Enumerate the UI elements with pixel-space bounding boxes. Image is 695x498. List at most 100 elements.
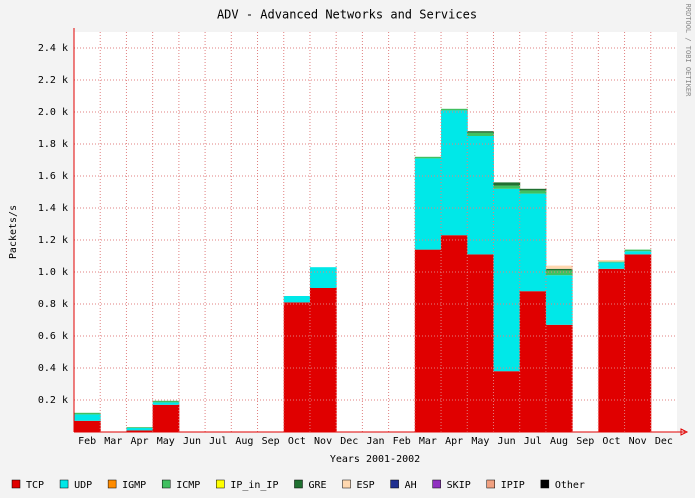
- legend-label: IPIP: [501, 480, 525, 491]
- area-segment: [545, 265, 573, 269]
- legend-swatch: [216, 479, 225, 489]
- area-segment: [467, 136, 494, 255]
- x-tick-label: Dec: [655, 436, 673, 447]
- legend-swatch: [161, 479, 171, 489]
- y-tick-label: 1.6 k: [38, 171, 68, 182]
- area-segment: [493, 371, 521, 432]
- legend-label: ESP: [357, 480, 375, 491]
- legend-label: TCP: [26, 480, 44, 491]
- area-segment: [467, 254, 494, 432]
- area-segment: [545, 270, 573, 276]
- legend-label: Other: [555, 480, 585, 491]
- x-tick-label: Apr: [445, 436, 463, 447]
- x-tick-label: Jun: [183, 436, 201, 447]
- x-tick-label: Aug: [550, 436, 568, 447]
- area-segment: [414, 156, 442, 159]
- area-segment: [519, 190, 547, 194]
- x-tick-label: Jul: [209, 436, 227, 447]
- area-segment: [624, 251, 652, 255]
- legend-swatch: [59, 479, 69, 489]
- x-tick-label: May: [471, 436, 489, 447]
- area-segment: [545, 324, 573, 432]
- x-tick-label: Nov: [629, 436, 647, 447]
- area-segment: [309, 267, 337, 288]
- area-segment: [152, 400, 180, 403]
- area-segment: [519, 188, 547, 191]
- y-tick-label: 0.4 k: [38, 363, 68, 374]
- y-tick-label: 1.8 k: [38, 139, 68, 150]
- area-segment: [74, 414, 101, 421]
- y-tick-label: 0.2 k: [38, 395, 68, 406]
- chart-title: ADV - Advanced Networks and Services: [217, 8, 477, 22]
- x-axis-arrow: [680, 428, 689, 436]
- area-segment: [545, 275, 573, 325]
- y-axis-label: Packets/s: [8, 205, 19, 259]
- watermark: RRDTOOL / TOBI OETIKER: [684, 4, 692, 98]
- area-segment: [598, 262, 626, 269]
- area-segment: [598, 260, 626, 262]
- legend-label: IP_in_IP: [230, 480, 278, 491]
- area-segment: [309, 288, 337, 432]
- area-segment: [519, 193, 547, 292]
- x-tick-label: Feb: [78, 436, 96, 447]
- x-tick-label: Apr: [131, 436, 149, 447]
- legend-swatch: [11, 479, 21, 489]
- area-segment: [441, 235, 468, 432]
- area-segment: [441, 108, 468, 111]
- area-segment: [414, 158, 442, 250]
- legend-swatch: [390, 479, 399, 489]
- area-segment: [441, 110, 468, 236]
- legend-label: SKIP: [447, 480, 471, 491]
- legend-label: IGMP: [122, 480, 146, 491]
- legend-swatch: [107, 479, 117, 489]
- legend-label: AH: [405, 480, 417, 491]
- area-segment: [152, 404, 180, 432]
- y-tick-label: 1.4 k: [38, 203, 68, 214]
- x-tick-label: Feb: [393, 436, 411, 447]
- x-tick-label: Dec: [340, 436, 358, 447]
- legend-swatch: [294, 479, 303, 489]
- area-segment: [283, 296, 311, 303]
- area-segment: [126, 428, 154, 431]
- area-segment: [598, 261, 626, 263]
- x-tick-label: Sep: [576, 436, 594, 447]
- y-tick-label: 0.6 k: [38, 331, 68, 342]
- legend-swatch: [486, 479, 495, 489]
- x-tick-label: Mar: [104, 436, 122, 447]
- y-tick-label: 2.4 k: [38, 43, 68, 54]
- area-segment: [152, 402, 180, 405]
- area-segment: [493, 188, 521, 372]
- legend-label: ICMP: [176, 480, 200, 491]
- area-segment: [624, 254, 652, 432]
- area-segment: [467, 132, 494, 136]
- legend-label: UDP: [74, 480, 92, 491]
- x-tick-label: Aug: [235, 436, 253, 447]
- x-tick-label: Nov: [314, 436, 332, 447]
- x-tick-label: Jul: [524, 436, 542, 447]
- y-tick-label: 2.0 k: [38, 107, 68, 118]
- x-tick-label: May: [157, 436, 175, 447]
- plot-area: [74, 32, 677, 432]
- x-tick-label: Oct: [288, 436, 306, 447]
- x-tick-label: Sep: [262, 436, 280, 447]
- area-segment: [598, 268, 626, 432]
- area-segment: [74, 412, 101, 415]
- x-tick-label: Jun: [498, 436, 516, 447]
- y-tick-label: 0.8 k: [38, 299, 68, 310]
- legend-swatch: [540, 479, 550, 489]
- area-segment: [624, 249, 652, 252]
- legend-swatch: [432, 479, 441, 489]
- area-segment: [519, 291, 547, 432]
- legend-label: GRE: [308, 480, 326, 491]
- area-segment: [467, 131, 494, 133]
- legend-swatch: [342, 479, 351, 489]
- area-segment: [493, 185, 521, 189]
- x-axis-label: Years 2001-2002: [330, 454, 420, 465]
- area-segment: [545, 268, 573, 271]
- x-tick-label: Jan: [366, 436, 384, 447]
- x-tick-label: Oct: [602, 436, 620, 447]
- y-tick-label: 1.2 k: [38, 235, 68, 246]
- area-segment: [414, 249, 442, 432]
- x-tick-label: Mar: [419, 436, 437, 447]
